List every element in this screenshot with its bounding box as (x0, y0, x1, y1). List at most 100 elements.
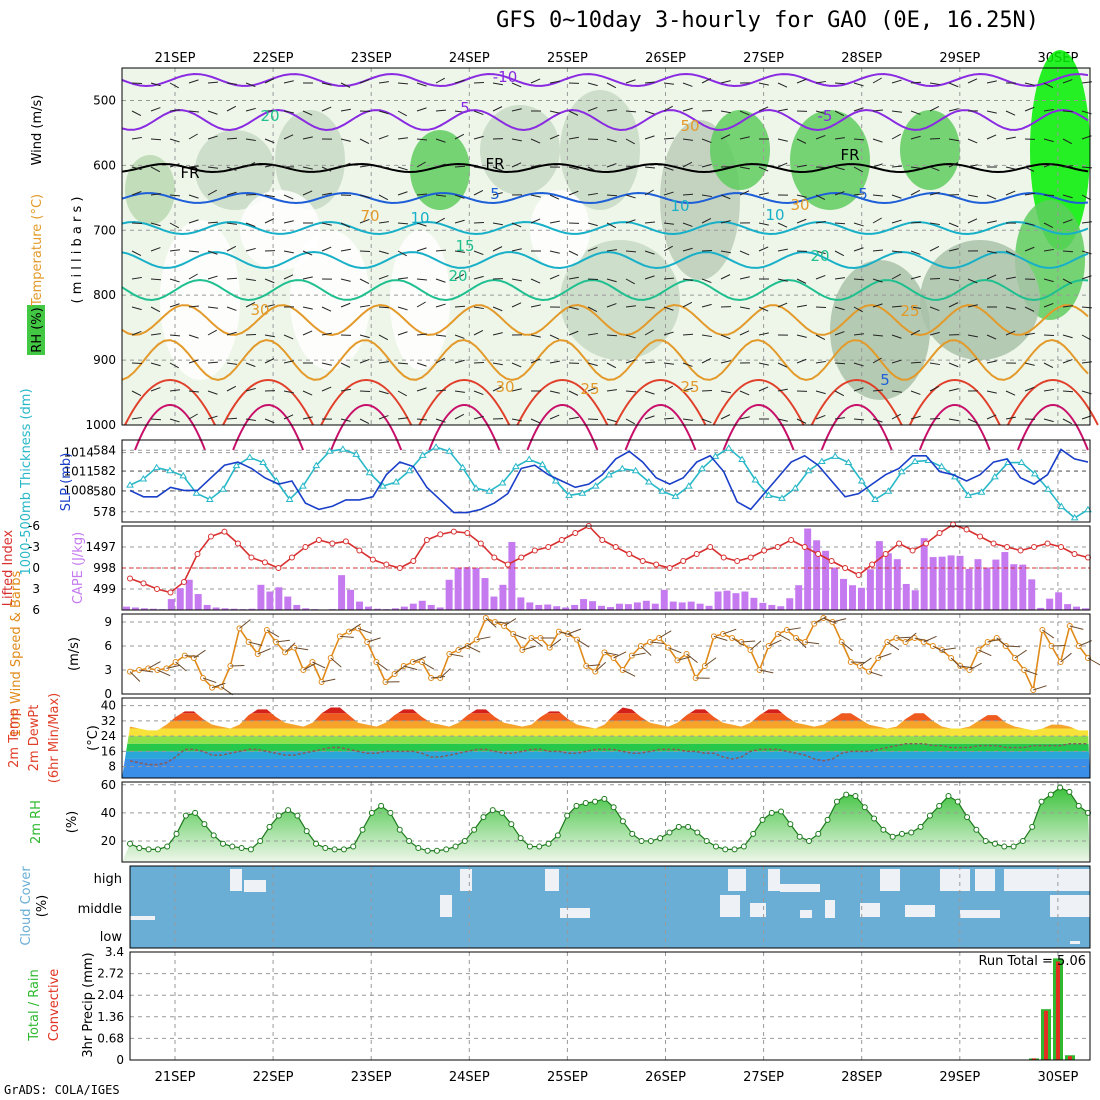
rh-point (480, 814, 487, 821)
ylabel-wind: Wind (m/s) (30, 95, 45, 166)
wind-barb (663, 385, 673, 392)
lifted-index-point (572, 530, 579, 536)
wind-barb (359, 194, 370, 199)
cape-bar (221, 608, 229, 610)
wind-barb (910, 361, 922, 364)
wind-barb (910, 329, 921, 336)
wind-barb (796, 78, 807, 84)
temp-band (122, 743, 1090, 752)
wind-barb (682, 82, 693, 87)
wind-barb (511, 302, 522, 308)
cape-bar (624, 604, 632, 610)
wind-barb (644, 189, 654, 196)
wind-barb (682, 418, 693, 421)
temp-band (122, 728, 1090, 737)
surface-wind-barb (330, 657, 342, 668)
precip-ylabels-text: Convective (47, 969, 62, 1042)
wind-barb (644, 250, 655, 255)
wind-barb (986, 414, 997, 420)
rh-point (499, 809, 506, 816)
wind-barb (644, 81, 655, 84)
wind-barb (397, 390, 407, 397)
cape-bar (194, 594, 202, 610)
contour-label: 20 (810, 247, 829, 265)
wind-barb (302, 330, 313, 336)
temp-ylabels-text: 2m DewPt (27, 705, 42, 772)
wind-barb (549, 414, 560, 420)
wind-barb (207, 166, 218, 169)
wind-barb (891, 305, 903, 308)
wind-barb (1043, 334, 1055, 337)
wind-barb (150, 278, 162, 281)
wind-barb (1081, 334, 1091, 341)
cape-bar (1001, 552, 1009, 610)
cloud-patch (728, 869, 746, 891)
contour-label: FR (840, 146, 859, 164)
wind-barb (340, 162, 351, 168)
wind-barb (587, 106, 598, 112)
wind-barb (739, 190, 750, 196)
wind-barb (207, 415, 218, 420)
wind-barb (340, 248, 351, 252)
rh-point (750, 830, 757, 837)
wind-barb (492, 246, 503, 252)
wind-barb (815, 134, 826, 140)
wind-barb (701, 418, 712, 424)
surface-temp-arc (428, 404, 501, 451)
wind-barb (492, 222, 503, 226)
thickness-tick: 578 (93, 505, 116, 519)
wind-barb (435, 194, 446, 197)
rh-point (545, 840, 552, 847)
wind-barb (834, 306, 845, 311)
wind-barb (169, 418, 180, 423)
thickness-point (605, 470, 613, 478)
surface-wind-barb (494, 621, 509, 624)
wind-barb (1024, 246, 1035, 252)
cloud-patch (1004, 869, 1090, 891)
wind-barb (245, 107, 256, 112)
wind-barb (359, 390, 371, 393)
wind-barb (397, 362, 409, 365)
precip-tick: 2.04 (97, 988, 124, 1002)
wind-barb (454, 413, 465, 420)
thickness-point (565, 491, 573, 498)
wind-barb (188, 133, 198, 140)
wind-barb (606, 82, 617, 89)
date-label-bottom: 29SEP (939, 1070, 980, 1085)
surface-wind-barb (786, 627, 801, 631)
rh-point (759, 816, 766, 823)
wind-barb (378, 390, 389, 395)
wind-barb (872, 138, 883, 143)
cape-bar (248, 608, 256, 610)
wind-barb (321, 306, 332, 312)
cloud-ylabels: Cloud Cover (%) (19, 866, 50, 946)
cape-bar (741, 591, 749, 610)
wind-barb (150, 138, 162, 141)
wind-barb (283, 250, 294, 254)
surface-wind-barb (148, 661, 161, 669)
wind-barb (587, 246, 598, 252)
cloud-patch (960, 910, 1000, 918)
wind-barb (701, 78, 712, 84)
wind-barb (226, 137, 238, 140)
date-label-bottom: 28SEP (841, 1070, 882, 1085)
wind-barb (454, 133, 465, 140)
surface-wind-barb (193, 649, 206, 659)
temp-tick: 8 (108, 760, 116, 774)
cape-bar (866, 569, 874, 610)
surface-wind-barb (823, 617, 837, 624)
wind-barb (473, 190, 484, 196)
thickness-point (551, 477, 560, 484)
surface-wind-barb (294, 647, 309, 651)
precip-ylabels-text: Total / Rain (27, 969, 42, 1042)
wind-barb (625, 194, 636, 199)
wind-barb (929, 106, 940, 112)
thickness-point (844, 458, 853, 466)
wind-barb (663, 137, 675, 140)
rh-point (1010, 843, 1017, 850)
wind-barb (511, 162, 522, 168)
temp-tick: 16 (101, 744, 116, 758)
rh-point (266, 823, 273, 830)
thickness-point (205, 495, 214, 502)
wind-barb (891, 359, 902, 364)
